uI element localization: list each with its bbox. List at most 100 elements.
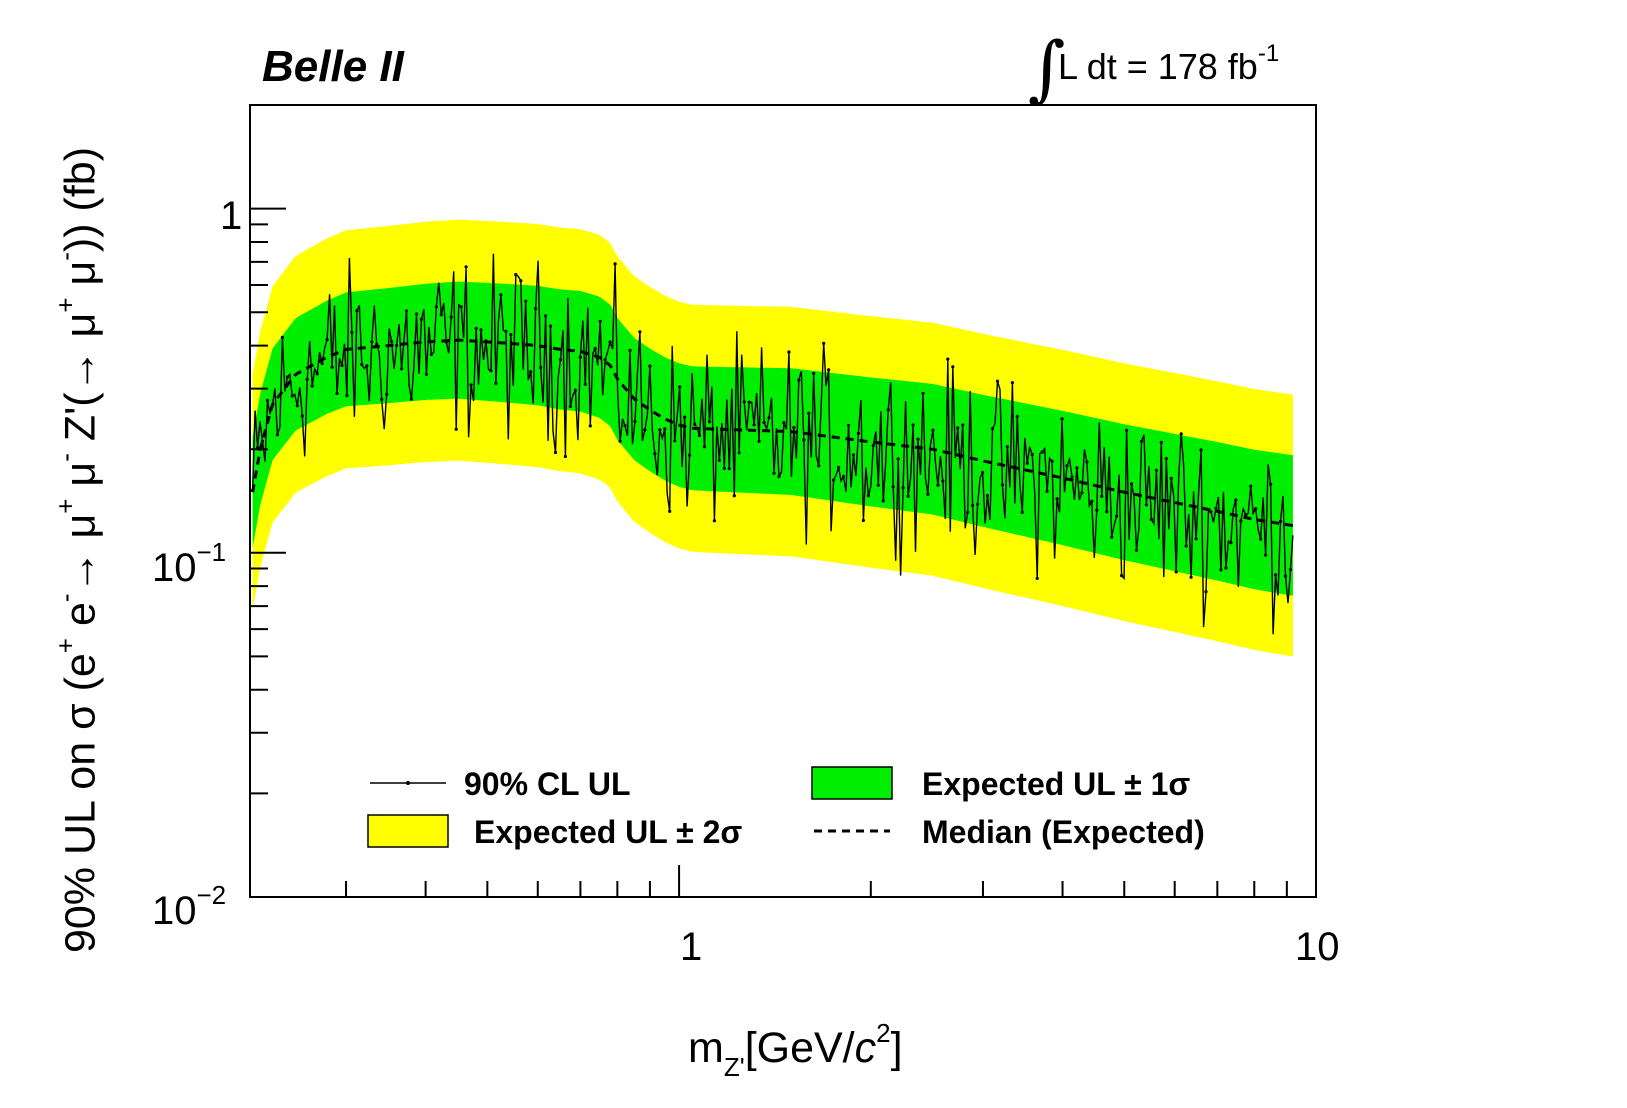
observed-point <box>509 333 513 337</box>
observed-point <box>1075 466 1079 470</box>
observed-point <box>777 474 781 479</box>
observed-point <box>568 404 573 408</box>
observed-point <box>683 415 687 419</box>
observed-point <box>290 394 294 398</box>
experiment-label: Belle II <box>262 42 404 91</box>
observed-point <box>990 427 995 431</box>
observed-point <box>678 385 682 389</box>
luminosity-exponent: -1 <box>1257 40 1280 67</box>
observed-point <box>1085 460 1089 464</box>
observed-point <box>946 357 950 361</box>
observed-point <box>648 364 652 368</box>
observed-point <box>449 315 453 319</box>
observed-point <box>742 400 746 404</box>
observed-point <box>1025 461 1029 465</box>
observed-point <box>911 423 915 427</box>
observed-point <box>772 471 776 475</box>
observed-point <box>1224 566 1228 570</box>
observed-point <box>653 452 657 456</box>
observed-point <box>434 305 438 309</box>
observed-point <box>544 314 548 318</box>
observed-point <box>1100 494 1104 498</box>
observed-point <box>400 367 404 371</box>
observed-point <box>797 378 801 382</box>
observed-point <box>1030 452 1034 457</box>
observed-point <box>633 419 637 424</box>
legend-label-one-sigma: Expected UL ± 1σ <box>922 766 1191 802</box>
observed-point <box>295 404 299 408</box>
observed-point <box>464 265 468 269</box>
observed-point <box>891 485 895 489</box>
observed-point <box>563 454 568 459</box>
observed-point <box>956 426 960 430</box>
observed-point <box>320 361 324 366</box>
observed-point <box>961 423 965 427</box>
observed-point <box>340 363 344 368</box>
observed-point <box>1194 537 1198 541</box>
observed-point <box>598 319 602 323</box>
observed-point <box>702 445 707 449</box>
observed-point <box>419 317 423 321</box>
observed-point <box>976 502 980 506</box>
observed-point <box>901 486 905 490</box>
observed-point <box>752 423 756 427</box>
observed-point <box>499 293 503 297</box>
legend-label-median: Median (Expected) <box>922 814 1205 850</box>
observed-point <box>414 312 419 316</box>
observed-point <box>330 365 334 369</box>
observed-point <box>802 438 806 442</box>
observed-point <box>380 397 384 401</box>
observed-point <box>886 408 890 412</box>
observed-point <box>305 377 309 382</box>
legend-swatch-observed-marker <box>406 781 410 785</box>
observed-point <box>365 364 369 368</box>
luminosity-label: ∫ L dt = 178 fb-1 <box>1028 26 1280 110</box>
observed-point <box>1065 464 1069 468</box>
observed-point <box>1144 503 1148 507</box>
observed-point <box>1179 432 1183 436</box>
observed-point <box>628 348 632 352</box>
observed-point <box>1005 445 1010 449</box>
observed-point <box>385 392 389 396</box>
observed-point <box>712 519 717 523</box>
observed-point <box>1120 574 1124 578</box>
observed-point <box>807 411 811 415</box>
y-tick-label-0.1: 10−1 <box>152 537 227 590</box>
observed-point <box>1184 544 1188 548</box>
observed-point <box>345 394 349 398</box>
integral-sign: ∫ <box>1028 26 1066 110</box>
observed-point <box>866 494 871 498</box>
legend-label-observed: 90% CL UL <box>464 766 631 802</box>
observed-point <box>707 420 712 424</box>
observed-point <box>822 341 826 345</box>
observed-point <box>837 465 841 469</box>
observed-point <box>429 352 433 357</box>
observed-point <box>876 483 880 487</box>
observed-point <box>573 388 578 392</box>
observed-point <box>1125 428 1129 432</box>
observed-point <box>459 305 463 309</box>
observed-point <box>762 420 766 425</box>
observed-point <box>936 483 940 487</box>
observed-point <box>757 439 761 443</box>
observed-point <box>896 457 900 461</box>
observed-point <box>1149 517 1153 522</box>
observed-point <box>747 400 751 404</box>
observed-point <box>439 313 443 317</box>
x-tick-label-1: 1 <box>680 925 703 969</box>
ticks-layer <box>250 207 1288 898</box>
observed-point <box>1035 576 1039 581</box>
observed-point <box>643 428 647 432</box>
observed-point <box>529 370 533 374</box>
observed-point <box>727 467 731 471</box>
observed-point <box>1199 448 1203 452</box>
legend-swatch-two-sigma <box>367 814 449 848</box>
observed-point <box>1070 475 1074 479</box>
observed-point <box>360 362 364 367</box>
observed-point <box>673 439 677 443</box>
observed-point <box>1010 381 1015 385</box>
observed-point <box>717 458 722 462</box>
observed-point <box>603 358 607 362</box>
observed-point <box>812 371 816 375</box>
observed-point <box>871 443 875 448</box>
